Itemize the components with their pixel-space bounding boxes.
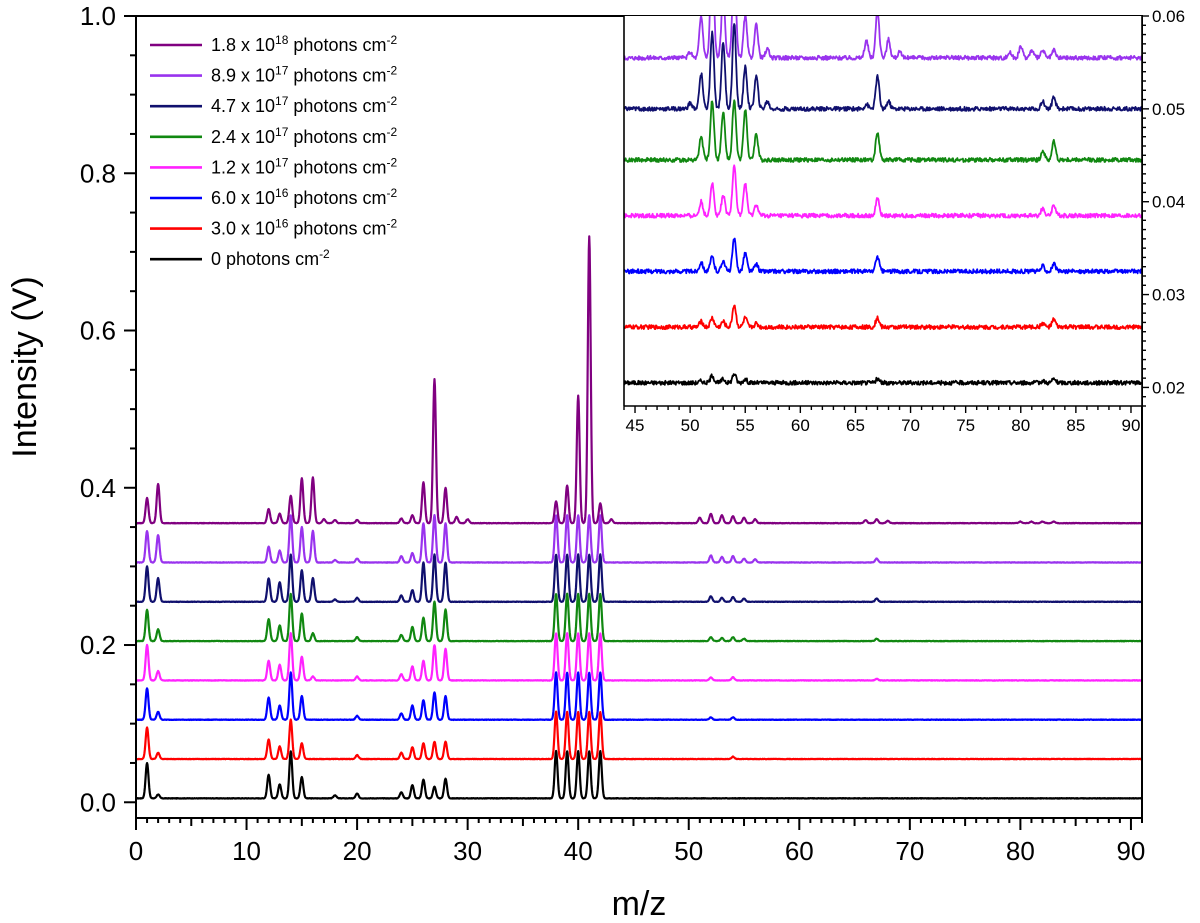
inset-series-line-1	[624, 304, 1142, 331]
series-line-0	[135, 749, 1143, 800]
legend-label-text: 8.9 x 10	[211, 66, 275, 86]
x-tick-label: 0	[129, 836, 143, 866]
inset-y-tick-label: 0.03	[1152, 286, 1185, 305]
y-tick-label: 0.8	[80, 158, 116, 188]
inset-series-line-5	[624, 23, 1142, 112]
legend-exponent: 16	[275, 186, 289, 200]
legend-exponent: 17	[275, 94, 289, 108]
legend-label: 8.9 x 1017 photons cm-2	[211, 64, 397, 86]
legend-unit-exponent: -2	[386, 125, 397, 139]
legend-unit: photons cm	[288, 157, 386, 177]
series-line-6	[135, 514, 1143, 564]
legend-unit-exponent: -2	[386, 64, 397, 78]
x-tick-label: 60	[785, 836, 814, 866]
series-line-3	[135, 632, 1143, 682]
inset-x-tick-label: 75	[956, 416, 975, 435]
inset-x-tick-label: 90	[1122, 416, 1141, 435]
series-line-1	[135, 710, 1143, 761]
inset-y-tick-label: 0.05	[1152, 100, 1185, 119]
y-tick-label: 0.4	[80, 473, 116, 503]
y-tick-label: 0.0	[80, 787, 116, 817]
inset-series-line-0	[624, 373, 1142, 386]
inset-series-line-4	[624, 99, 1142, 163]
y-axis-title: Intensity (V)	[6, 276, 44, 457]
legend-unit-exponent: -2	[386, 217, 397, 231]
inset-x-tick-label: 50	[681, 416, 700, 435]
legend-label: 1.2 x 1017 photons cm-2	[211, 155, 397, 177]
legend-unit-exponent: -2	[386, 33, 397, 47]
inset-x-tick-label: 55	[736, 416, 755, 435]
legend-label: 3.0 x 1016 photons cm-2	[211, 217, 397, 239]
x-axis-title: m/z	[612, 885, 667, 923]
series-line-4	[135, 592, 1143, 643]
legend-label-text: 2.4 x 10	[211, 127, 275, 147]
inset-series-line-2	[624, 237, 1142, 275]
legend-unit-exponent: -2	[386, 94, 397, 108]
legend-label: 4.7 x 1017 photons cm-2	[211, 94, 397, 116]
inset-series-line-3	[624, 164, 1142, 219]
series-line-2	[135, 671, 1143, 722]
legend-label-text: 6.0 x 10	[211, 188, 275, 208]
inset-y-tick-label: 0.04	[1152, 193, 1185, 212]
legend: 1.8 x 1018 photons cm-28.9 x 1017 photon…	[150, 33, 397, 269]
legend-label: 6.0 x 1016 photons cm-2	[211, 186, 397, 208]
series-line-5	[135, 553, 1143, 604]
x-tick-label: 10	[232, 836, 261, 866]
inset-traces	[624, 16, 1142, 386]
legend-label-text: 4.7 x 10	[211, 96, 275, 116]
legend-label-text: 3.0 x 10	[211, 219, 275, 239]
legend-label: 2.4 x 1017 photons cm-2	[211, 125, 397, 147]
inset-y-tick-label: 0.02	[1152, 378, 1185, 397]
x-tick-label: 50	[674, 836, 703, 866]
legend-unit: photons cm	[288, 66, 386, 86]
legend-exponent: 17	[275, 155, 289, 169]
y-tick-label: 1.0	[80, 1, 116, 31]
inset-x-tick-label: 85	[1066, 416, 1085, 435]
legend-unit: photons cm	[288, 188, 386, 208]
legend-label: 0 photons cm-2	[211, 247, 330, 269]
legend-label-text: 1.8 x 10	[211, 35, 275, 55]
legend-exponent: 17	[275, 125, 289, 139]
legend-unit: photons cm	[288, 127, 386, 147]
legend-unit-exponent: -2	[386, 155, 397, 169]
legend-label-text: 1.2 x 10	[211, 157, 275, 177]
y-tick-label: 0.6	[80, 316, 116, 346]
series-line-7	[135, 235, 1143, 525]
inset-x-tick-label: 60	[791, 416, 810, 435]
x-tick-label: 20	[343, 836, 372, 866]
legend-label: 1.8 x 1018 photons cm-2	[211, 33, 397, 55]
x-tick-label: 70	[895, 836, 924, 866]
inset-x-tick-label: 45	[626, 416, 645, 435]
inset-y-tick-label: 0.06	[1152, 7, 1185, 26]
legend-unit: photons cm	[288, 35, 386, 55]
x-tick-label: 30	[453, 836, 482, 866]
legend-unit: photons cm	[288, 96, 386, 116]
inset-x-tick-label: 80	[1011, 416, 1030, 435]
legend-exponent: -2	[319, 247, 330, 261]
legend-exponent: 18	[275, 33, 289, 47]
legend-unit: photons cm	[288, 219, 386, 239]
y-tick-label: 0.2	[80, 630, 116, 660]
inset-series-line-6	[624, 16, 1142, 61]
legend-label-text: 0 photons cm	[211, 249, 319, 269]
inset-x-tick-label: 65	[846, 416, 865, 435]
x-tick-label: 40	[564, 836, 593, 866]
inset-plot: 45 50 55 60 65 70 75 80 85 90 0.02 0.03 0.04 0.05 0.06	[623, 7, 1185, 435]
inset-x-tick-label: 70	[901, 416, 920, 435]
main-plot: 0 10 20 30 40 50 60 70 80 90 0.0 0.2 0.4 0.6 0.8 1.0 m/z…	[6, 1, 1145, 923]
x-tick-label: 90	[1116, 836, 1145, 866]
legend-exponent: 16	[275, 217, 289, 231]
x-tick-label: 80	[1006, 836, 1035, 866]
legend-unit-exponent: -2	[386, 186, 397, 200]
legend-exponent: 17	[275, 64, 289, 78]
